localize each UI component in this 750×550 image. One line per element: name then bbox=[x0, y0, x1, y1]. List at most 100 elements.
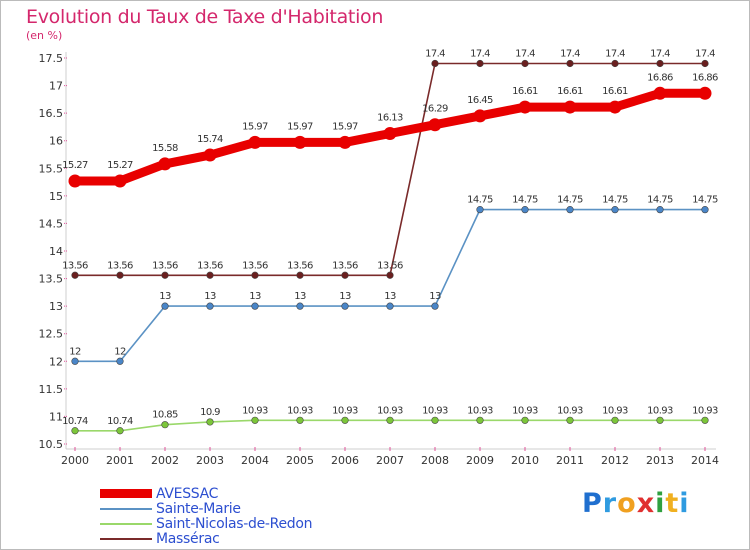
data-label: 13 bbox=[249, 291, 261, 302]
data-label: 10.93 bbox=[692, 405, 718, 416]
y-tick-label: 17.5 bbox=[39, 52, 64, 65]
data-point bbox=[431, 416, 439, 424]
data-label: 10.93 bbox=[602, 405, 628, 416]
x-tick-label: 2000 bbox=[61, 454, 89, 467]
data-point bbox=[161, 421, 169, 429]
data-label: 10.85 bbox=[152, 410, 178, 421]
data-label: 10.93 bbox=[467, 405, 493, 416]
data-point bbox=[656, 416, 664, 424]
data-label: 14.75 bbox=[512, 195, 538, 206]
data-point bbox=[296, 416, 304, 424]
data-point bbox=[71, 271, 79, 279]
series-sainte-marie bbox=[71, 206, 709, 365]
x-tick-label: 2008 bbox=[421, 454, 449, 467]
y-tick-label: 16 bbox=[49, 135, 63, 148]
data-label: 16.13 bbox=[377, 113, 403, 124]
logo-letter: i bbox=[655, 488, 666, 519]
unit-label: (en %) bbox=[26, 29, 63, 42]
data-label: 17.4 bbox=[425, 49, 445, 60]
x-tick-label: 2013 bbox=[646, 454, 674, 467]
data-label: 15.27 bbox=[62, 160, 88, 171]
legend-item: Massérac bbox=[100, 530, 312, 547]
data-label: 14.75 bbox=[467, 195, 493, 206]
data-point bbox=[71, 427, 79, 435]
data-label: 16.61 bbox=[557, 86, 583, 97]
data-point bbox=[563, 100, 577, 114]
data-label: 16.61 bbox=[602, 86, 628, 97]
x-tick-label: 2005 bbox=[286, 454, 314, 467]
data-label: 12 bbox=[69, 346, 81, 357]
x-tick-label: 2001 bbox=[106, 454, 134, 467]
legend: AVESSAC Sainte-Marie Saint-Nicolas-de-Redo… bbox=[100, 485, 313, 547]
data-label: 13.56 bbox=[332, 260, 358, 271]
data-label: 15.97 bbox=[242, 121, 268, 132]
data-point bbox=[656, 206, 664, 214]
data-point bbox=[611, 416, 619, 424]
data-label: 13 bbox=[429, 291, 441, 302]
y-tick-label: 14.5 bbox=[39, 217, 64, 230]
legend-label: Massérac bbox=[156, 530, 220, 547]
data-point bbox=[386, 302, 394, 310]
data-point bbox=[656, 59, 664, 68]
data-point bbox=[341, 271, 349, 279]
data-label: 17.4 bbox=[470, 49, 490, 60]
data-point bbox=[251, 271, 259, 279]
data-point bbox=[521, 416, 529, 424]
data-point bbox=[566, 416, 574, 424]
legend-label: Saint-Nicolas-de-Redon bbox=[156, 515, 313, 532]
data-label: 13 bbox=[159, 291, 171, 302]
data-label: 13 bbox=[204, 291, 216, 302]
data-point bbox=[158, 157, 172, 171]
logo-letter: P bbox=[582, 488, 603, 519]
logo-letter: x bbox=[636, 488, 656, 519]
y-tick-label: 17 bbox=[49, 80, 63, 93]
data-label: 14.75 bbox=[602, 195, 628, 206]
data-point bbox=[566, 59, 574, 68]
data-point bbox=[653, 86, 667, 100]
legend-label: Sainte-Marie bbox=[156, 500, 241, 517]
data-point bbox=[476, 416, 484, 424]
data-point bbox=[428, 118, 442, 132]
legend-item: Sainte-Marie bbox=[100, 500, 312, 517]
x-tick-label: 2003 bbox=[196, 454, 224, 467]
data-point bbox=[611, 206, 619, 214]
data-label: 10.74 bbox=[107, 416, 133, 427]
data-label: 10.93 bbox=[422, 405, 448, 416]
data-point bbox=[206, 302, 214, 310]
y-tick-label: 13.5 bbox=[39, 273, 64, 286]
x-tick-label: 2002 bbox=[151, 454, 179, 467]
x-tick-label: 2006 bbox=[331, 454, 359, 467]
data-label: 13 bbox=[384, 291, 396, 302]
x-tick-label: 2004 bbox=[241, 454, 269, 467]
data-point bbox=[701, 206, 709, 214]
y-tick-label: 12 bbox=[49, 355, 63, 368]
x-tick-label: 2014 bbox=[691, 454, 719, 467]
data-label: 15.97 bbox=[287, 121, 313, 132]
legend-label: AVESSAC bbox=[156, 485, 219, 502]
y-tick-label: 12.5 bbox=[39, 328, 64, 341]
data-label: 15.58 bbox=[152, 143, 178, 154]
data-label: 14.75 bbox=[647, 195, 673, 206]
logo-letter: t bbox=[665, 488, 680, 519]
y-tick-label: 14 bbox=[49, 245, 63, 258]
data-point bbox=[116, 271, 124, 279]
data-point bbox=[206, 271, 214, 279]
data-label: 17.4 bbox=[560, 49, 580, 60]
data-point bbox=[251, 416, 259, 424]
data-label: 16.29 bbox=[422, 104, 448, 115]
data-point bbox=[476, 59, 484, 68]
data-point bbox=[248, 135, 262, 149]
data-label: 10.93 bbox=[557, 405, 583, 416]
data-point bbox=[206, 418, 214, 426]
data-label: 16.45 bbox=[467, 95, 493, 106]
data-label: 15.97 bbox=[332, 121, 358, 132]
data-label: 14.75 bbox=[692, 195, 718, 206]
data-label: 10.93 bbox=[242, 405, 268, 416]
data-label: 17.4 bbox=[515, 49, 535, 60]
series-saint-nicolas-de-redon bbox=[71, 416, 709, 435]
logo-letter: i bbox=[679, 488, 690, 519]
y-tick-label: 13 bbox=[49, 300, 63, 313]
data-label: 17.4 bbox=[695, 49, 715, 60]
data-label: 12 bbox=[114, 346, 126, 357]
data-label: 10.93 bbox=[377, 405, 403, 416]
